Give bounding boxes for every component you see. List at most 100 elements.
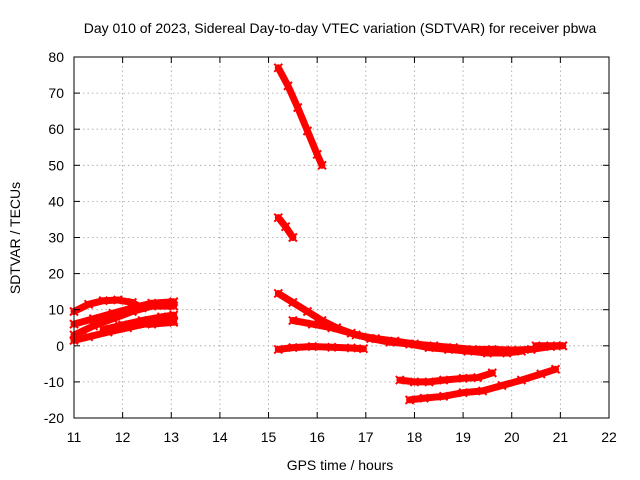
data-point <box>293 102 303 113</box>
data-point <box>463 346 473 356</box>
y-tick-label: 10 <box>48 302 64 318</box>
data-point <box>302 126 313 136</box>
data-point <box>395 375 405 385</box>
y-tick-label: 50 <box>48 157 64 173</box>
data-point <box>497 380 507 391</box>
data-point <box>545 341 556 351</box>
data-point <box>409 377 420 387</box>
data-point <box>385 337 395 347</box>
x-tick-label: 15 <box>261 429 277 445</box>
y-tick-labels: -20 -10 0 10 20 30 40 50 60 70 80 <box>44 49 64 426</box>
data-point <box>273 212 283 223</box>
data-point <box>438 391 449 402</box>
data-point <box>108 314 118 324</box>
data-point <box>288 297 298 308</box>
data-point <box>88 321 99 331</box>
series-arc-13 <box>404 364 561 405</box>
data-point <box>288 232 298 243</box>
data-point <box>98 324 108 335</box>
data-point <box>307 341 318 352</box>
data-point <box>168 317 179 328</box>
data-point <box>312 149 322 160</box>
data-point <box>302 306 313 317</box>
data-point <box>288 342 298 353</box>
y-tick-label: -10 <box>44 374 64 390</box>
series-arc-8 <box>273 212 298 243</box>
data-point <box>327 342 337 352</box>
data-point <box>404 395 415 405</box>
x-tick-label: 17 <box>358 429 374 445</box>
series-arc-14 <box>531 341 568 351</box>
x-tick-label: 14 <box>212 429 228 445</box>
x-tick-label: 12 <box>115 429 131 445</box>
series-line <box>274 343 367 353</box>
data-point <box>346 328 356 338</box>
data-point <box>365 333 376 344</box>
chart-title: Day 010 of 2023, Sidereal Day-to-day VTE… <box>84 20 597 36</box>
x-tick-label: 20 <box>504 429 520 445</box>
axis-ticks <box>73 56 610 419</box>
data-point <box>273 63 283 73</box>
data-point <box>132 319 142 329</box>
x-tick-label: 11 <box>67 429 82 445</box>
x-tick-label: 22 <box>601 429 617 445</box>
data-point <box>482 348 493 358</box>
y-axis-label: SDTVAR / TECUs <box>7 182 23 294</box>
y-tick-label: 20 <box>48 266 64 282</box>
y-tick-label: -20 <box>44 410 64 426</box>
data-point <box>536 369 546 379</box>
data-series <box>69 63 568 405</box>
data-point <box>98 295 108 306</box>
y-tick-label: 60 <box>48 121 64 137</box>
data-point <box>283 81 293 91</box>
data-point <box>168 301 179 311</box>
data-point <box>477 386 488 396</box>
data-point <box>531 341 541 351</box>
data-point <box>273 344 283 355</box>
data-point <box>273 288 283 299</box>
data-point <box>83 332 94 342</box>
data-point <box>280 221 291 232</box>
data-point <box>327 323 337 333</box>
data-point <box>147 319 157 329</box>
y-tick-label: 40 <box>48 193 64 209</box>
data-point <box>472 372 483 383</box>
data-point <box>443 344 454 355</box>
series-line <box>133 318 178 328</box>
data-point <box>424 377 434 387</box>
y-tick-label: 80 <box>48 49 64 65</box>
series-arc-3 <box>69 301 179 340</box>
data-point <box>317 160 327 171</box>
data-point <box>516 346 527 356</box>
y-tick-label: 70 <box>48 85 64 101</box>
data-point <box>113 295 123 305</box>
data-point <box>424 342 434 353</box>
data-point <box>558 341 568 351</box>
data-point <box>502 348 512 358</box>
data-point <box>458 388 468 398</box>
data-point <box>404 339 415 349</box>
data-point <box>438 375 449 385</box>
data-point <box>487 368 497 378</box>
data-point <box>127 306 138 317</box>
grid <box>74 57 609 418</box>
series-line <box>70 302 178 339</box>
data-point <box>307 319 318 329</box>
data-point <box>288 315 298 326</box>
data-point <box>168 310 179 320</box>
data-point <box>147 301 157 311</box>
series-arc-7 <box>273 63 327 171</box>
y-tick-label: 30 <box>48 230 64 246</box>
x-tick-label: 16 <box>309 429 325 445</box>
data-point <box>346 343 356 353</box>
data-point <box>83 299 94 309</box>
data-point <box>117 320 128 330</box>
data-point <box>419 393 429 403</box>
series-arc-6 <box>132 317 179 329</box>
data-point <box>358 343 369 354</box>
x-tick-label: 13 <box>163 429 179 445</box>
x-axis-label: GPS time / hours <box>287 457 394 473</box>
data-point <box>516 375 527 385</box>
series-arc-12 <box>395 368 497 387</box>
